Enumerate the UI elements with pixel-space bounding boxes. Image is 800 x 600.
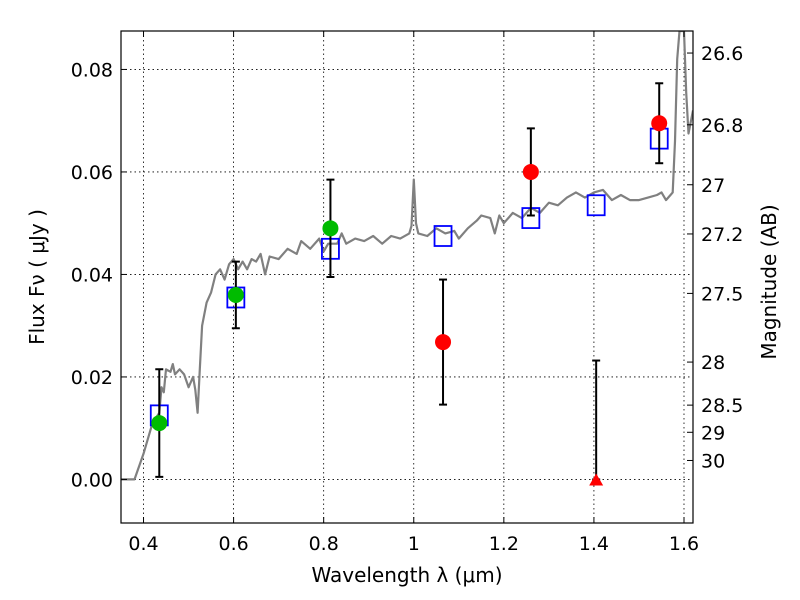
y-tick-label: 0.02 xyxy=(71,367,113,389)
optical-data-point xyxy=(322,220,339,237)
magnitude-tick-label: 28.5 xyxy=(701,395,743,417)
magnitude-tick-label: 30 xyxy=(701,450,725,472)
magnitude-tick-label: 27 xyxy=(701,175,725,197)
x-tick-label: 1.4 xyxy=(579,533,609,555)
optical-data-point xyxy=(151,415,168,432)
optical-data-point xyxy=(227,286,244,303)
upper-limit-marker xyxy=(589,473,604,486)
magnitude-tick-label: 27.2 xyxy=(701,224,743,246)
x-tick-label: 0.6 xyxy=(218,533,248,555)
magnitude-tick-label: 29 xyxy=(701,422,725,444)
x-tick-label: 1.2 xyxy=(489,533,519,555)
model-box xyxy=(586,194,606,217)
chart-series xyxy=(121,31,693,486)
nir-data-point xyxy=(651,115,668,132)
magnitude-tick-label: 28 xyxy=(701,352,725,374)
y-tick-label: 0.08 xyxy=(71,59,113,81)
x-tick-label: 1 xyxy=(408,533,420,555)
grid-lines xyxy=(121,31,693,523)
x-axis-label: Wavelength λ (μm) xyxy=(311,563,502,587)
nir-data-point xyxy=(435,334,452,351)
model-box xyxy=(433,225,453,247)
axis-ticks: 0.4 0.6 0.8 1 1.2 1.4 1.6 0.00 0.02 0.04 0.06 0.08 2… xyxy=(71,31,743,555)
nir-data-point xyxy=(522,163,539,180)
x-tick-label: 1.6 xyxy=(669,533,699,555)
magnitude-axis-label: Magnitude (AB) xyxy=(757,204,781,359)
y-tick-label: 0.00 xyxy=(71,469,113,491)
magnitude-tick-label: 26.6 xyxy=(701,43,743,65)
magnitude-tick-label: 26.8 xyxy=(701,115,743,137)
template-spectrum-line xyxy=(121,31,693,481)
y-axis-label: Flux Fν ( μJy ) xyxy=(25,209,49,345)
plot-frame xyxy=(120,30,694,524)
magnitude-tick-label: 27.5 xyxy=(701,283,743,305)
x-tick-label: 0.4 xyxy=(128,533,158,555)
x-tick-label: 0.8 xyxy=(309,533,339,555)
y-tick-label: 0.06 xyxy=(71,162,113,184)
y-tick-label: 0.04 xyxy=(71,264,113,286)
